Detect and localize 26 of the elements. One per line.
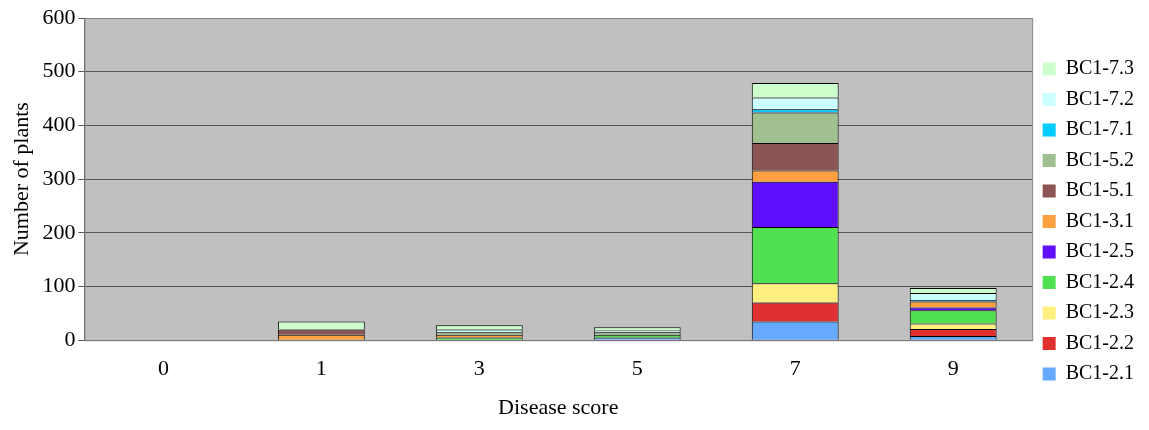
y-tick-label: 300 [42, 164, 76, 190]
y-tick-label: 0 [64, 325, 76, 351]
legend-label: BC1-2.4 [1065, 269, 1134, 292]
legend-label: BC1-5.1 [1065, 178, 1134, 201]
y-axis-title: Number of plants [7, 102, 33, 257]
legend-label: BC1-2.3 [1065, 300, 1134, 323]
y-tick-label: 600 [42, 3, 76, 29]
legend-label: BC1-3.1 [1065, 208, 1134, 231]
x-tick-label: 7 [789, 355, 801, 381]
x-tick-label: 0 [157, 355, 169, 381]
y-tick-label: 500 [42, 57, 76, 83]
x-tick-label: 3 [473, 355, 485, 381]
legend-label: BC1-5.2 [1065, 147, 1134, 170]
y-tick-label: 100 [42, 272, 76, 298]
legend-label: BC1-2.1 [1065, 361, 1134, 384]
x-tick-label: 9 [947, 355, 959, 381]
legend-label: BC1-7.3 [1065, 56, 1134, 79]
y-tick-label: 200 [42, 218, 76, 244]
x-axis-title: Disease score [498, 393, 619, 419]
x-tick-label: 5 [631, 355, 643, 381]
legend-label: BC1-2.5 [1065, 239, 1134, 262]
x-tick-label: 1 [315, 355, 327, 381]
legend-label: BC1-2.2 [1065, 330, 1134, 353]
y-tick-label: 400 [42, 111, 76, 137]
legend-label: BC1-7.2 [1065, 86, 1134, 109]
legend-label: BC1-7.1 [1065, 117, 1134, 140]
